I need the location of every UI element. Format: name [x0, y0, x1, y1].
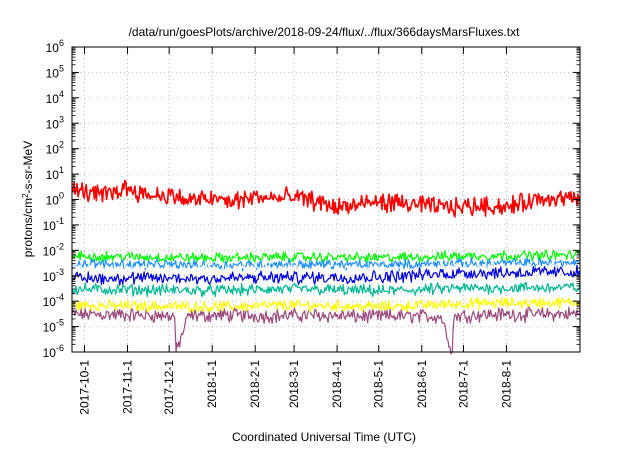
y-tick-base: 10: [46, 168, 60, 182]
y-tick-base: 10: [43, 321, 57, 335]
series-layer: [71, 179, 581, 355]
y-tick-labels: 10-610-510-410-310-210-11001011021031041…: [43, 38, 64, 360]
x-tick-label: 2017-11-1: [121, 360, 135, 414]
series-line: [71, 249, 581, 264]
series-line: [71, 281, 581, 298]
y-tick-exponent: -3: [56, 267, 64, 277]
series-line: [71, 179, 581, 218]
series-line: [71, 257, 581, 272]
y-tick-label: 10-5: [43, 318, 64, 335]
y-tick-base: 10: [46, 194, 60, 208]
x-tick-label: 2018-5-1: [372, 360, 386, 408]
y-tick-label: 105: [46, 63, 64, 80]
x-tick-label: 2018-1-1: [205, 360, 219, 408]
x-tick-label: 2018-7-1: [456, 360, 470, 408]
y-tick-label: 102: [46, 140, 64, 157]
x-tick-label: 2017-10-1: [77, 360, 91, 415]
y-axis-label: protons/cm2-s-sr-MeV: [21, 141, 36, 257]
y-tick-base: 10: [46, 41, 60, 55]
y-tick-base: 10: [46, 92, 60, 106]
x-tick-label: 2018-4-1: [330, 360, 344, 408]
y-tick-label: 101: [46, 165, 64, 182]
y-tick-exponent: -1: [56, 216, 64, 226]
y-tick-base: 10: [46, 143, 60, 157]
y-tick-base: 10: [43, 244, 57, 258]
x-tick-label: 2018-8-1: [499, 360, 513, 408]
y-tick-base: 10: [43, 270, 57, 284]
y-tick-exponent: 4: [59, 89, 64, 99]
y-tick-label: 104: [46, 89, 64, 106]
y-tick-label: 10-4: [43, 292, 64, 309]
chart-title: /data/run/goesPlots/archive/2018-09-24/f…: [129, 25, 521, 39]
y-axis-label-superscript: 2: [21, 193, 30, 198]
series-line: [71, 297, 581, 314]
y-tick-exponent: -6: [56, 343, 64, 353]
y-tick-label: 10-3: [43, 267, 64, 284]
y-axis-label-unit: -s-sr-MeV: [21, 141, 35, 194]
y-tick-label: 10-1: [43, 216, 64, 233]
y-tick-exponent: 2: [59, 140, 64, 150]
y-tick-exponent: 6: [59, 38, 64, 48]
series-line: [71, 261, 581, 276]
x-tick-label: 2017-12-1: [162, 360, 176, 415]
y-tick-base: 10: [46, 66, 60, 80]
y-axis-label-text: protons/cm: [21, 198, 35, 257]
y-tick-exponent: -4: [56, 292, 64, 302]
y-tick-base: 10: [43, 295, 57, 309]
x-tick-labels: 2017-10-1 2017-11-1 2017-12-1 2018-1-1 2018-…: [77, 360, 513, 415]
series-line: [71, 305, 581, 355]
x-tick-label: 2018-3-1: [287, 360, 301, 408]
y-tick-label: 103: [46, 114, 64, 131]
y-tick-label: 10-2: [43, 241, 64, 258]
y-tick-base: 10: [43, 219, 57, 233]
series-line: [71, 264, 581, 286]
x-tick-label: 2018-2-1: [248, 360, 262, 408]
tick-layer: [72, 46, 580, 353]
y-tick-base: 10: [46, 117, 60, 131]
y-tick-exponent: 3: [59, 114, 64, 124]
x-axis-label: Coordinated Universal Time (UTC): [232, 430, 416, 444]
y-tick-label: 106: [46, 38, 64, 55]
y-tick-exponent: -5: [56, 318, 64, 328]
y-tick-label: 100: [46, 191, 64, 208]
y-tick-exponent: 1: [59, 165, 64, 175]
x-tick-label: 2018-6-1: [415, 360, 429, 408]
y-tick-exponent: 5: [59, 63, 64, 73]
y-tick-label: 10-6: [43, 343, 64, 360]
y-tick-base: 10: [43, 346, 57, 360]
y-tick-exponent: -2: [56, 241, 64, 251]
y-tick-exponent: 0: [59, 191, 64, 201]
